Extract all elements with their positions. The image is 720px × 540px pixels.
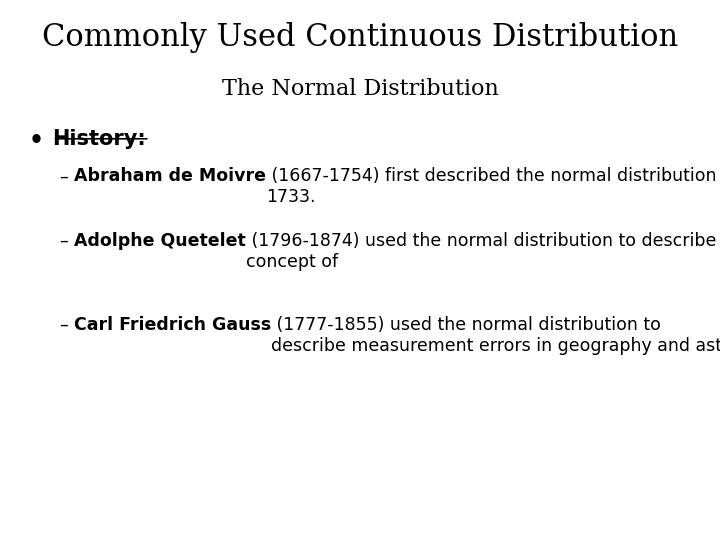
Text: History:: History: xyxy=(53,129,146,148)
Text: (1796-1874) used the normal distribution to describe the
concept of: (1796-1874) used the normal distribution… xyxy=(246,232,720,271)
Text: Carl Friedrich Gauss: Carl Friedrich Gauss xyxy=(74,316,271,334)
Text: –: – xyxy=(59,167,68,185)
Text: Commonly Used Continuous Distribution: Commonly Used Continuous Distribution xyxy=(42,22,678,52)
Text: –: – xyxy=(59,232,68,250)
Text: •: • xyxy=(29,129,44,152)
Text: Abraham de Moivre: Abraham de Moivre xyxy=(74,167,266,185)
Text: The Normal Distribution: The Normal Distribution xyxy=(222,78,498,100)
Text: –: – xyxy=(59,316,68,334)
Text: Adolphe Quetelet: Adolphe Quetelet xyxy=(74,232,246,250)
Text: (1777-1855) used the normal distribution to
describe measurement errors in geogr: (1777-1855) used the normal distribution… xyxy=(271,316,720,355)
Text: (1667-1754) first described the normal distribution in
1733.: (1667-1754) first described the normal d… xyxy=(266,167,720,206)
